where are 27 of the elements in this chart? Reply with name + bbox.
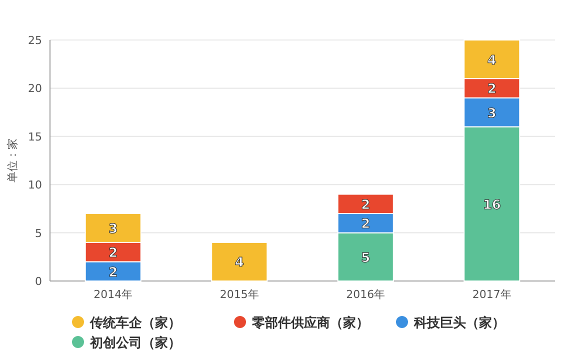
x-tick-label: 2014年 — [94, 288, 133, 301]
data-label: 4 — [487, 53, 496, 68]
x-tick-label: 2016年 — [346, 288, 386, 301]
y-tick-label: 5 — [35, 226, 42, 240]
x-tick-label: 2017年 — [472, 288, 512, 301]
data-label: 16 — [482, 198, 501, 213]
legend-label: 初创公司（家） — [89, 335, 181, 351]
data-label: 2 — [361, 198, 370, 213]
data-label: 5 — [361, 250, 370, 266]
y-tick-label: 20 — [28, 82, 42, 96]
data-label: 4 — [234, 256, 244, 271]
data-label: 2 — [108, 265, 118, 280]
y-tick-label: 15 — [28, 130, 42, 144]
y-tick-label: 10 — [28, 178, 42, 192]
data-label: 2 — [361, 217, 370, 232]
data-label: 2 — [487, 82, 496, 98]
data-label: 3 — [108, 222, 118, 237]
legend-label: 科技巨头（家） — [413, 315, 505, 331]
x-tick-label: 2015年 — [220, 288, 259, 301]
y-axis-title: 单位：家 — [6, 138, 19, 182]
y-tick-label: 25 — [28, 34, 42, 47]
bar — [211, 242, 268, 282]
y-tick-label: 0 — [35, 275, 42, 288]
legend-label: 传统车企（家） — [89, 315, 181, 331]
data-label: 2 — [108, 246, 118, 262]
legend-label: 零部件供应商（家） — [251, 315, 369, 331]
data-label: 3 — [487, 106, 496, 122]
